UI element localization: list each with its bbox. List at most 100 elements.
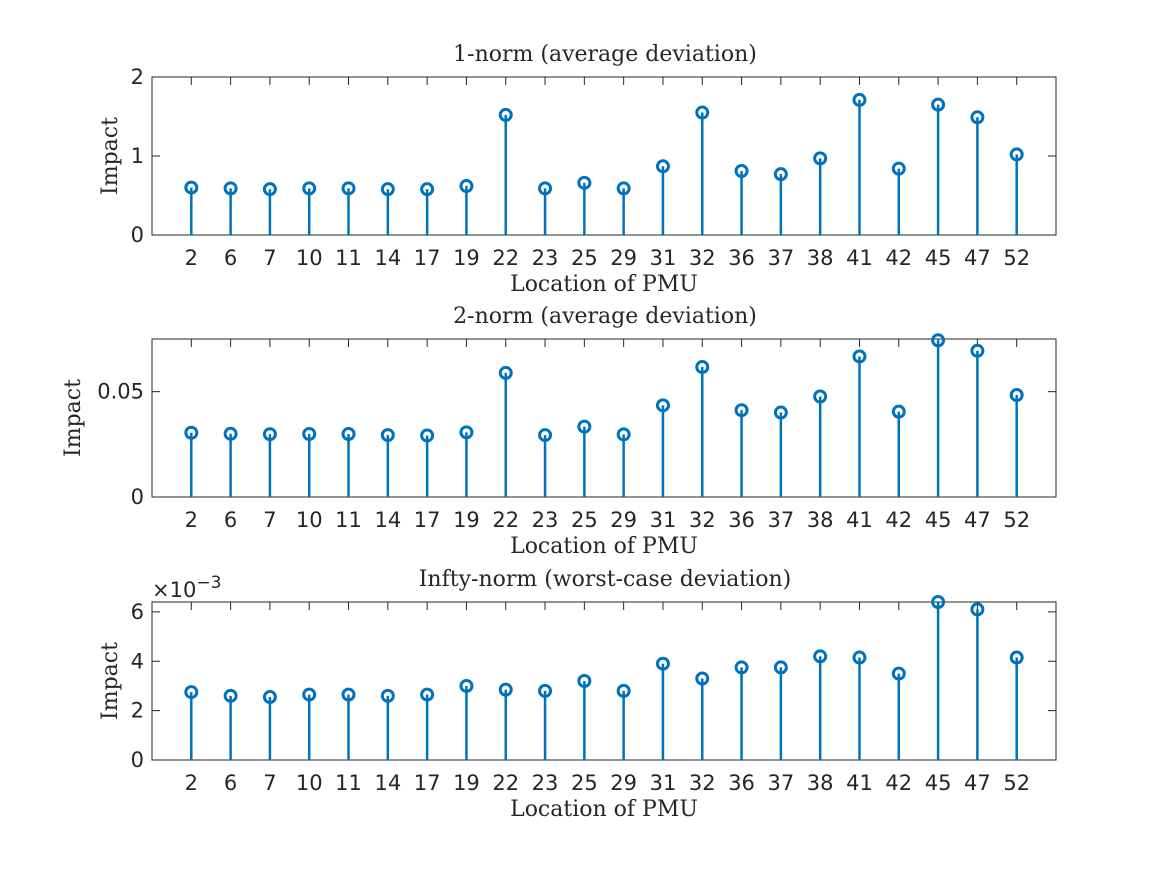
x-tick-label: 47 (964, 771, 991, 795)
stem-marker (341, 427, 356, 442)
plot-area (151, 76, 1057, 236)
x-tick-label: 25 (571, 508, 598, 532)
x-tick-label: 23 (532, 246, 559, 270)
x-tick-label: 42 (885, 771, 912, 795)
x-tick-label: 36 (728, 246, 755, 270)
x-tick-label: 11 (335, 508, 362, 532)
stem-marker (262, 182, 277, 197)
stem-marker (931, 97, 946, 112)
x-tick-label: 17 (414, 246, 441, 270)
stem-marker (380, 182, 395, 197)
x-axis-label: Location of PMU (510, 272, 698, 297)
y-tick-label: 0 (131, 748, 144, 772)
stem-marker (734, 164, 749, 179)
x-tick-label: 37 (768, 246, 795, 270)
chart-2-norm: 2 6 7 10 11 14 17 19 22 23 25 29 31 32 36 37 38 41 42 45 47 5… (61, 304, 1057, 559)
x-tick-label: 31 (650, 771, 677, 795)
x-tick-label: 41 (846, 246, 873, 270)
stem-marker (223, 181, 238, 196)
stem-marker (813, 389, 828, 404)
x-tick-label: 32 (689, 508, 716, 532)
stem-marker (420, 182, 435, 197)
stem-marker (655, 159, 670, 174)
plot-area (151, 601, 1057, 761)
x-tick-label: 52 (1003, 508, 1030, 532)
stem-marker (302, 687, 317, 702)
stem-marker (459, 179, 474, 194)
stem-marker (184, 180, 199, 195)
x-tick-label: 19 (453, 508, 480, 532)
x-tick-label: 6 (224, 771, 237, 795)
chart-1-norm: 2 6 7 10 11 14 17 19 22 23 25 29 31 32 36 37 38 41 42 45 47 5… (98, 42, 1057, 297)
stem-marker (302, 427, 317, 442)
x-tick-label: 31 (650, 508, 677, 532)
x-tick-label: 23 (532, 771, 559, 795)
chart-title: 1-norm (average deviation) (453, 42, 757, 67)
stem-marker (577, 419, 592, 434)
stem-marker (931, 595, 946, 609)
x-tick-label: 41 (846, 771, 873, 795)
stem-marker (1009, 388, 1024, 403)
x-tick-label: 10 (296, 508, 323, 532)
x-tick-label: 6 (224, 508, 237, 532)
stem-marker (498, 682, 513, 697)
x-tick-label: 29 (610, 771, 637, 795)
stem-marker (852, 650, 867, 665)
stem-marker (970, 343, 985, 358)
stem-marker (223, 426, 238, 441)
x-axis-label: Location of PMU (510, 797, 698, 822)
x-tick-label: 2 (185, 508, 198, 532)
x-tick-label: 11 (335, 771, 362, 795)
x-tick-label: 7 (263, 771, 276, 795)
stem-marker (420, 428, 435, 443)
x-tick-label: 25 (571, 771, 598, 795)
stem-marker (891, 161, 906, 176)
x-tick-label: 52 (1003, 771, 1030, 795)
y-axis-label: Impact (98, 117, 123, 195)
x-tick-label: 14 (374, 771, 401, 795)
stem-marker (970, 110, 985, 125)
x-tick-label: 6 (224, 246, 237, 270)
x-tick-label: 22 (492, 508, 519, 532)
x-tick-label: 10 (296, 771, 323, 795)
stem-marker (184, 425, 199, 440)
x-tick-label: 47 (964, 508, 991, 532)
stem-marker (341, 181, 356, 196)
stem-marker (891, 666, 906, 681)
x-tick-label: 38 (807, 508, 834, 532)
stem-marker (655, 656, 670, 671)
stem-marker (734, 403, 749, 418)
x-tick-label: 45 (925, 246, 952, 270)
x-tick-label: 7 (263, 246, 276, 270)
x-tick-label: 45 (925, 771, 952, 795)
stem-marker (773, 405, 788, 420)
x-axis-label: Location of PMU (510, 534, 698, 559)
y-tick-label: 4 (131, 649, 144, 673)
x-tick-label: 36 (728, 771, 755, 795)
y-tick-label: 2 (131, 65, 144, 89)
stem-marker (538, 181, 553, 196)
x-tick-label: 29 (610, 246, 637, 270)
y-tick-label: 6 (131, 600, 144, 624)
stem-marker (223, 688, 238, 703)
exponent-base: ×10 (152, 578, 196, 602)
stem-marker (616, 181, 631, 196)
stem-marker (931, 333, 946, 348)
plot-area (151, 338, 1057, 498)
y-tick-label: 0.05 (97, 380, 144, 404)
x-tick-label: 42 (885, 246, 912, 270)
x-tick-label: 11 (335, 246, 362, 270)
x-tick-label: 47 (964, 246, 991, 270)
chart-title: 2-norm (average deviation) (453, 304, 757, 329)
x-tick-label: 22 (492, 246, 519, 270)
x-tick-label: 45 (925, 508, 952, 532)
stem-marker (852, 349, 867, 364)
x-tick-label: 42 (885, 508, 912, 532)
stem-marker (341, 687, 356, 702)
stem-marker (616, 683, 631, 698)
x-tick-label: 23 (532, 508, 559, 532)
stem-marker (616, 427, 631, 442)
stem-marker (498, 365, 513, 380)
stem-marker (695, 360, 710, 375)
